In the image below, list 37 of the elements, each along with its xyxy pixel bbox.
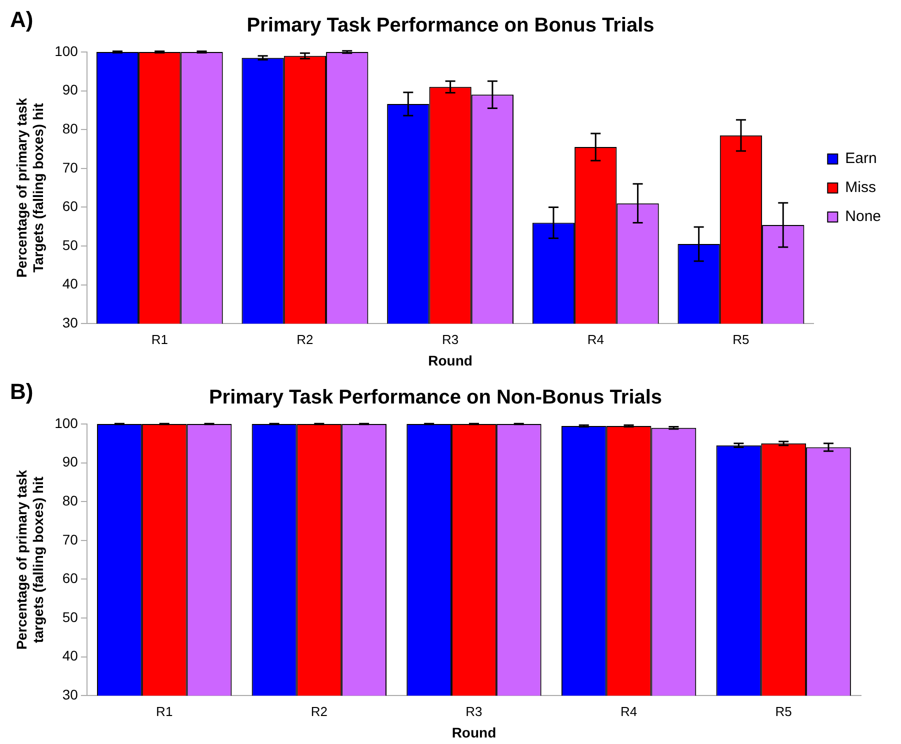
y-tick-label: 40: [62, 648, 78, 664]
x-tick-label: R4: [587, 332, 604, 347]
y-tick-label: 100: [54, 414, 78, 431]
chart-title: Primary Task Performance on Bonus Trials: [246, 14, 654, 37]
legend-label: None: [845, 208, 881, 226]
x-axis-title: Round: [428, 352, 472, 368]
y-tick-label: 50: [62, 608, 78, 625]
x-axis-title: Round: [452, 724, 496, 740]
legend-label: Miss: [845, 179, 876, 196]
y-tick-label: 60: [62, 198, 78, 214]
x-tick-label: R5: [775, 704, 792, 719]
y-tick-label: 70: [62, 159, 78, 176]
x-tick-label: R1: [151, 332, 168, 347]
y-tick-label: 60: [62, 570, 78, 586]
x-tick-label: R2: [296, 332, 314, 347]
y-tick-label: 50: [62, 236, 78, 253]
text: B): [10, 379, 34, 404]
legend-label: Earn: [845, 150, 877, 168]
y-axis-title: Percentage of primary task Targets (falling boxes) hit: [13, 98, 46, 278]
y-tick-label: 90: [62, 82, 78, 98]
y-tick-label: 80: [62, 492, 78, 508]
x-tick-label: R3: [442, 332, 459, 347]
chart-title: Primary Task Performance on Non-Bonus Trials: [208, 386, 662, 409]
y-tick-label: 100: [54, 42, 78, 59]
y-tick-label: 70: [62, 531, 78, 548]
x-tick-label: R5: [732, 332, 750, 347]
x-tick-label: R2: [310, 704, 328, 719]
x-tick-label: R1: [156, 704, 173, 719]
text: A): [10, 7, 34, 32]
y-tick-label: 30: [62, 686, 78, 702]
x-tick-label: R4: [620, 704, 638, 719]
x-tick-label: R3: [466, 704, 482, 719]
y-tick-label: 80: [62, 120, 78, 136]
y-tick-label: 90: [62, 454, 78, 470]
y-tick-label: 40: [62, 276, 78, 292]
y-axis-title: Percentage of primary task targets (falling boxes) hit: [13, 470, 46, 650]
y-tick-label: 30: [62, 314, 78, 330]
